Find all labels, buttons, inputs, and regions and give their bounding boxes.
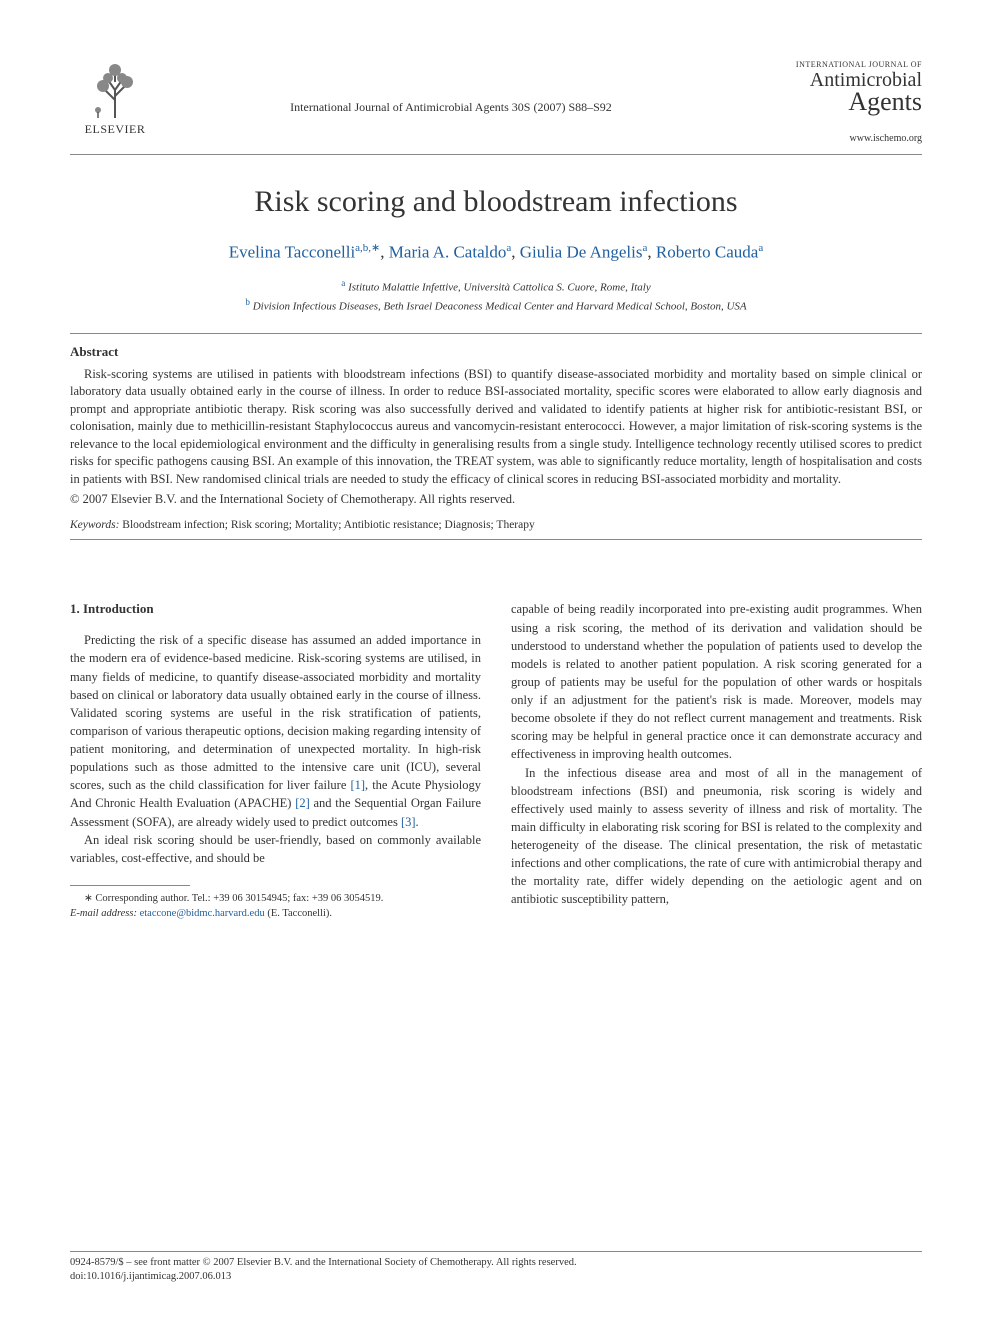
ref-2[interactable]: [2] [295, 796, 310, 810]
section-1-heading: 1. Introduction [70, 600, 481, 619]
author-1-affil: a,b,∗ [355, 242, 380, 254]
author-2[interactable]: Maria A. Cataldo [389, 243, 507, 262]
article-title: Risk scoring and bloodstream infections [70, 185, 922, 219]
ref-1[interactable]: [1] [350, 778, 365, 792]
journal-title-line2: Agents [742, 89, 922, 115]
abstract-body: Risk-scoring systems are utilised in pat… [70, 366, 922, 489]
footnote-rule [70, 885, 190, 886]
col2-para-2: In the infectious disease area and most … [511, 764, 922, 909]
corr-label: ∗ Corresponding author. Tel.: +39 06 301… [84, 893, 383, 904]
corr-email[interactable]: etaccone@bidmc.harvard.edu [140, 908, 265, 919]
journal-small-label: INTERNATIONAL JOURNAL OF [742, 60, 922, 69]
affiliations: a Istituto Malattie Infettive, Universit… [70, 277, 922, 315]
publisher-name: ELSEVIER [85, 122, 146, 137]
header-rule [70, 154, 922, 155]
affil-a-sup: a [341, 278, 345, 288]
affil-b-sup: b [245, 297, 250, 307]
affil-b: Division Infectious Diseases, Beth Israe… [253, 300, 747, 312]
corr-email-label: E-mail address: [70, 908, 137, 919]
intro-p1a: Predicting the risk of a specific diseas… [70, 633, 481, 792]
corresponding-author: ∗ Corresponding author. Tel.: +39 06 301… [70, 892, 481, 921]
ref-3[interactable]: [3] [401, 815, 416, 829]
footer-copyright: 0924-8579/$ – see front matter © 2007 El… [70, 1256, 922, 1271]
corr-name: (E. Tacconelli). [267, 908, 332, 919]
intro-para-1: Predicting the risk of a specific diseas… [70, 631, 481, 830]
intro-para-2: An ideal risk scoring should be user-fri… [70, 831, 481, 867]
journal-reference: International Journal of Antimicrobial A… [160, 100, 742, 115]
author-2-affil: a [506, 242, 511, 254]
author-4-affil: a [758, 242, 763, 254]
footer-rule [70, 1251, 922, 1252]
author-1[interactable]: Evelina Tacconelli [229, 243, 355, 262]
abstract-bottom-rule [70, 539, 922, 540]
page-header: ELSEVIER International Journal of Antimi… [70, 60, 922, 144]
author-list: Evelina Tacconellia,b,∗, Maria A. Catald… [70, 241, 922, 263]
author-3-affil: a [643, 242, 648, 254]
abstract-copyright: © 2007 Elsevier B.V. and the Internation… [70, 492, 922, 507]
keywords-list: Bloodstream infection; Risk scoring; Mor… [119, 519, 534, 531]
keywords: Keywords: Bloodstream infection; Risk sc… [70, 519, 922, 531]
author-3[interactable]: Giulia De Angelis [520, 243, 643, 262]
keywords-label: Keywords: [70, 519, 119, 531]
page-footer: 0924-8579/$ – see front matter © 2007 El… [70, 1251, 922, 1285]
column-left: 1. Introduction Predicting the risk of a… [70, 600, 481, 921]
publisher-logo: ELSEVIER [70, 60, 160, 137]
affil-a: Istituto Malattie Infettive, Università … [348, 281, 651, 293]
journal-branding: INTERNATIONAL JOURNAL OF Antimicrobial A… [742, 60, 922, 144]
journal-url[interactable]: www.ischemo.org [742, 133, 922, 144]
column-right: capable of being readily incorporated in… [511, 600, 922, 921]
elsevier-tree-icon [88, 60, 143, 120]
abstract-heading: Abstract [70, 344, 922, 360]
author-4[interactable]: Roberto Cauda [656, 243, 758, 262]
col2-para-1: capable of being readily incorporated in… [511, 600, 922, 763]
abstract-top-rule [70, 333, 922, 334]
footer-doi: doi:10.1016/j.ijantimicag.2007.06.013 [70, 1270, 922, 1285]
body-columns: 1. Introduction Predicting the risk of a… [70, 600, 922, 921]
intro-p1d: . [416, 815, 419, 829]
